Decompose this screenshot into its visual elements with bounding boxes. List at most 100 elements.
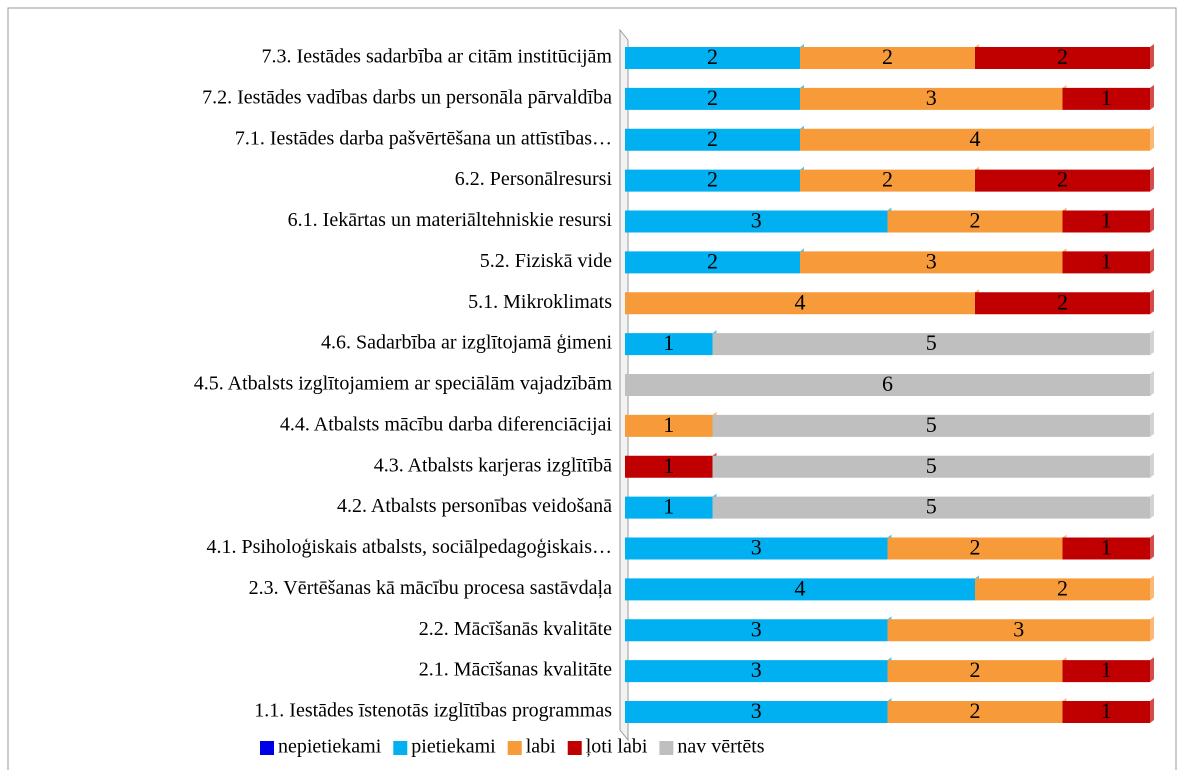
y-tick-label: 2.1. Mācīšanas kvalitāte [419,659,612,681]
data-label: 2 [707,85,718,110]
data-label: 2 [707,167,718,192]
y-tick-label: 5.1. Mikroklimats [468,291,612,313]
bar-segment [1062,660,1150,683]
data-label: 2 [882,44,893,69]
bar-segment [625,578,975,601]
bar-segment [887,660,1063,683]
bar-segment [625,128,800,151]
bar-segment [625,251,800,274]
legend-swatch [567,741,582,755]
data-label: 2 [1057,167,1068,192]
bar-segment [1062,251,1150,274]
y-tick-label: 2.2. Mācīšanās kvalitāte [419,618,612,640]
data-label: 5 [926,412,937,437]
legend-label: nepietiekami [278,736,382,758]
bar-segment [887,210,1063,233]
data-label: 2 [707,44,718,69]
bar-segment [887,701,1063,723]
bar-segment-side [1150,452,1154,478]
data-label: 1 [663,453,674,478]
data-label: 2 [970,208,981,233]
bar-segment [625,496,713,519]
y-tick-label: 4.6. Sadarbība ar izglītojamā ģimeni [321,332,612,354]
bar-segment [800,128,1150,151]
chart-border [7,7,1177,770]
legend-label: ļoti labi [586,736,648,758]
data-label: 2 [970,657,981,682]
data-label: 2 [1057,575,1068,600]
bar-segment [625,414,713,437]
y-tick-label: 1.1. Iestādes īstenotās izglītības progr… [254,700,612,722]
data-label: 1 [1101,208,1112,233]
legend-swatch [659,741,674,755]
data-label: 3 [1013,616,1024,641]
data-label: 1 [1101,657,1112,682]
data-label: 2 [882,167,893,192]
data-label: 1 [663,412,674,437]
legend-swatch [507,741,522,755]
bar-segment [625,660,888,683]
bar-segment-side [1150,698,1154,723]
y-tick-label: 6.2. Personālresursi [455,168,613,190]
legend-label: pietiekami [411,736,496,758]
data-label: 1 [1101,85,1112,110]
data-label: 4 [795,575,806,600]
data-label: 2 [707,248,718,273]
data-label: 3 [926,85,937,110]
data-label: 3 [751,698,762,723]
bar-segment [975,47,1150,69]
data-label: 2 [1057,289,1068,314]
bar-segment [887,619,1150,642]
bar-segment-side [1150,84,1154,110]
bar-segment [712,333,1150,356]
y-tick-label: 7.3. Iestādes sadarbība ar citām institū… [262,46,613,68]
bar-segment [975,292,1150,315]
data-label: 1 [1101,535,1112,560]
data-label: 3 [926,248,937,273]
legend-label: nav vērtēts [677,736,764,758]
bar-segment [887,537,1063,560]
bar-segment-side [1150,289,1154,315]
bar-segment [625,619,888,642]
data-label: 4 [970,126,981,151]
data-label: 2 [1057,44,1068,69]
bar-segment-side [1150,44,1154,69]
y-tick-label: 7.2. Iestādes vadības darbs un personāla… [202,86,612,108]
bar-segment [800,47,975,69]
bar-segment-side [1150,166,1154,192]
bar-segment [625,455,713,478]
y-tick-label: 6.1. Iekārtas un materiāltehniskie resur… [288,209,613,231]
bar-segment-side [1150,657,1154,683]
bar-segment [625,374,1150,396]
bar-segment [625,210,888,233]
axis-wall [619,28,629,742]
bar-segment [975,169,1150,192]
bar-segment [625,333,713,356]
data-label: 3 [751,535,762,560]
bar-segment [975,578,1150,601]
bar-segment [1062,701,1150,723]
bar-segment-side [1150,616,1154,642]
bar-segment [625,701,888,723]
data-label: 1 [1101,248,1112,273]
bar-segment [625,47,800,69]
data-label: 2 [707,126,718,151]
bar-segment [625,169,800,192]
bar-segment [712,455,1150,478]
bar-segment [800,87,1063,110]
data-label: 1 [663,494,674,519]
data-label: 1 [663,330,674,355]
data-label: 5 [926,494,937,519]
bar-segment-side [1150,411,1154,437]
bar-segment-side [1150,371,1154,396]
bar-segment [1062,210,1150,233]
bar-segment [625,87,800,110]
data-label: 4 [795,289,806,314]
y-tick-label: 5.2. Fiziskā vide [480,250,612,272]
bar-segment [1062,87,1150,110]
bar-segment-side [1150,248,1154,274]
y-tick-label: 4.4. Atbalsts mācību darba diferenciācij… [280,413,613,435]
data-label: 2 [970,698,981,723]
data-label: 5 [926,453,937,478]
